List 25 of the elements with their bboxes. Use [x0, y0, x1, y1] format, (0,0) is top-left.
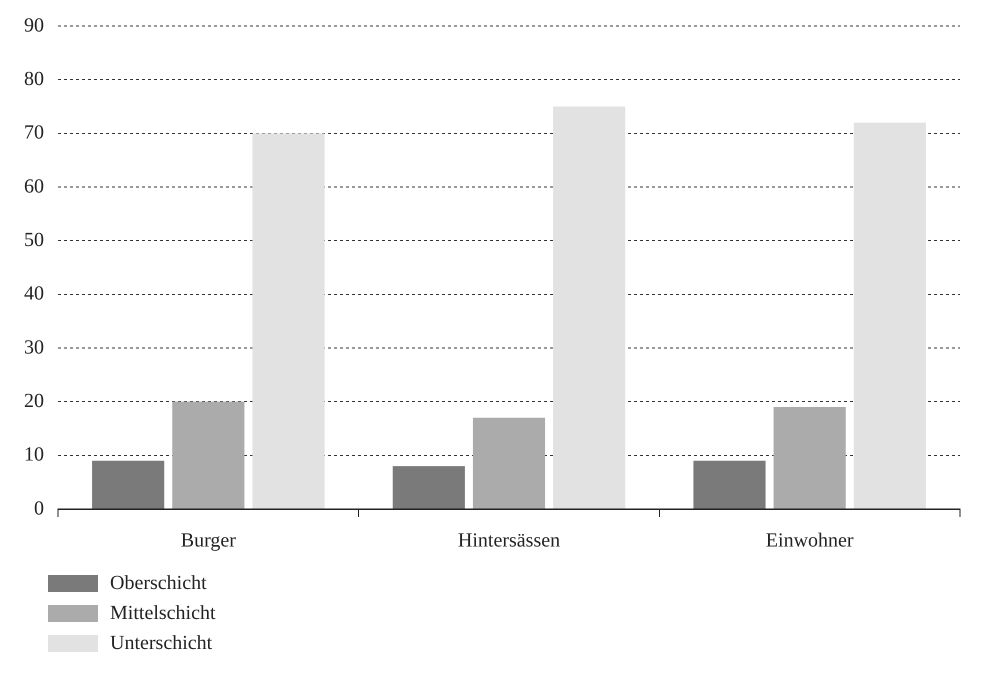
y-tick-label: 30: [24, 336, 44, 358]
bar: [472, 418, 546, 508]
bar: [92, 460, 164, 508]
bar: [392, 466, 465, 508]
bar: [172, 402, 244, 508]
y-tick-label: 60: [24, 175, 44, 198]
y-tick-label: 50: [24, 228, 44, 251]
y-tick-label: 70: [24, 122, 44, 144]
x-tick-label: Einwohner: [766, 529, 854, 552]
x-tick-label: Burger: [180, 529, 236, 552]
bar: [774, 407, 846, 508]
y-tick-label: 80: [24, 68, 44, 90]
bar: [693, 460, 766, 508]
legend-label: Unterschicht: [110, 632, 212, 654]
y-tick-label: 40: [24, 282, 44, 305]
y-tick-label: 10: [24, 444, 44, 466]
bar: [252, 133, 325, 508]
bar: [854, 122, 926, 508]
x-tick-label: Hintersässen: [458, 529, 560, 552]
bar: [553, 106, 626, 508]
y-tick-label: 0: [34, 497, 44, 520]
legend-label: Oberschicht: [110, 572, 207, 594]
y-tick-label: 20: [24, 390, 44, 412]
legend-label: Mittelschicht: [110, 602, 216, 624]
y-tick-label: 90: [24, 14, 44, 36]
